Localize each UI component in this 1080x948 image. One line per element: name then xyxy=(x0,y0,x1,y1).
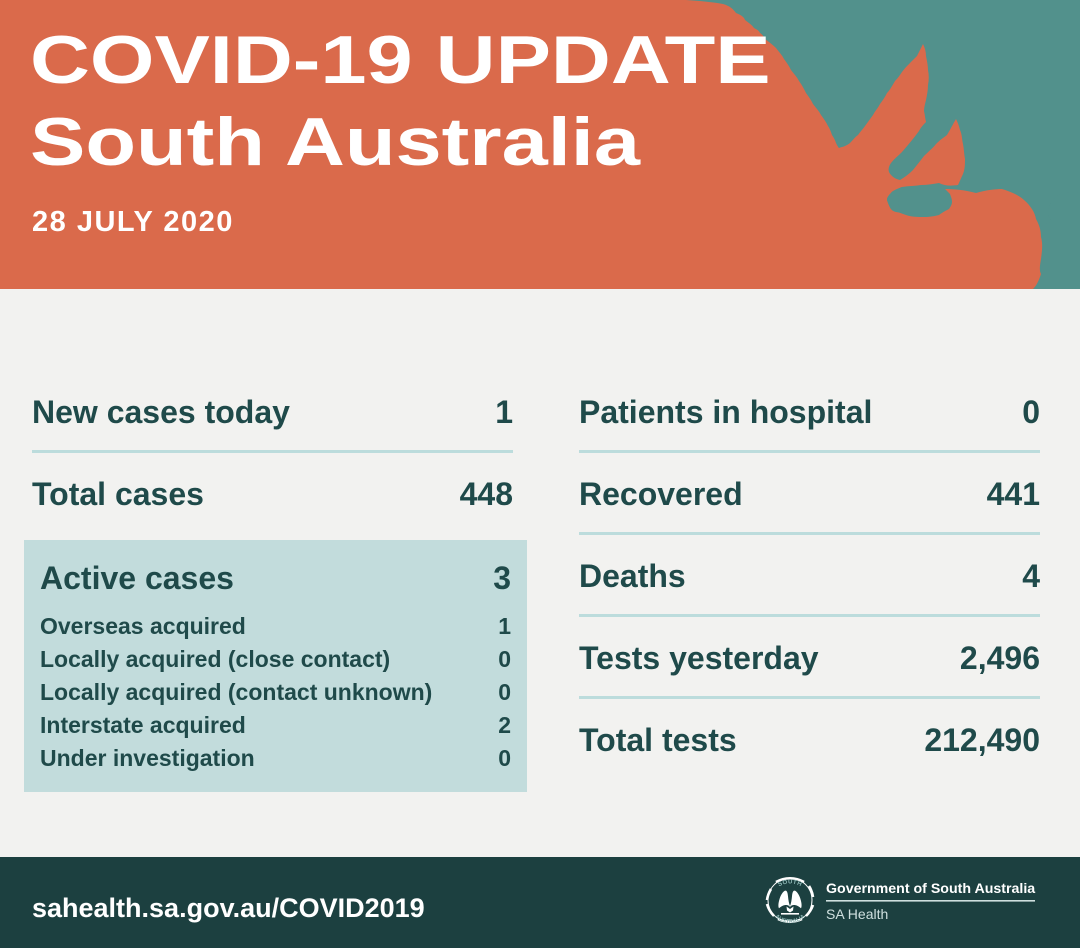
svg-text:SA Health: SA Health xyxy=(826,906,888,922)
svg-text:Government of South Australia: Government of South Australia xyxy=(826,881,1035,897)
svg-text:AUSTRALIA: AUSTRALIA xyxy=(774,914,807,925)
